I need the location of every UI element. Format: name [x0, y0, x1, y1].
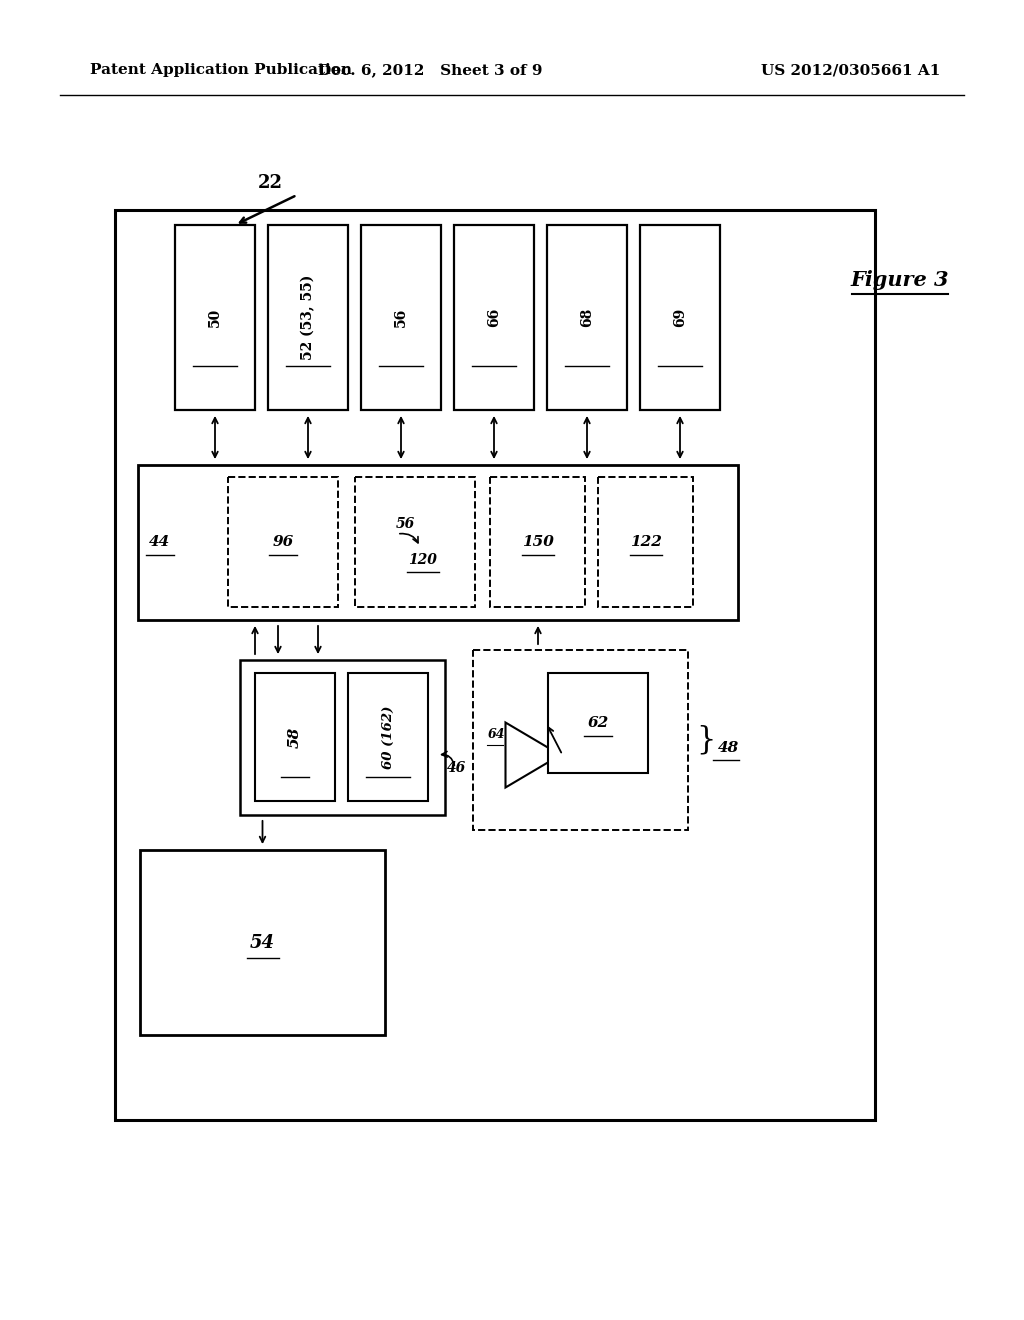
Bar: [175, 224, 255, 411]
Text: 58: 58: [288, 726, 302, 747]
Text: 56: 56: [395, 517, 415, 531]
Text: 69: 69: [673, 308, 687, 327]
Text: 44: 44: [150, 536, 171, 549]
Text: 48: 48: [718, 741, 739, 755]
Text: 54: 54: [250, 933, 275, 952]
Bar: [355, 477, 475, 607]
Text: 22: 22: [257, 174, 283, 191]
Text: Dec. 6, 2012   Sheet 3 of 9: Dec. 6, 2012 Sheet 3 of 9: [317, 63, 543, 77]
Text: Figure 3: Figure 3: [851, 271, 949, 290]
Text: US 2012/0305661 A1: US 2012/0305661 A1: [761, 63, 940, 77]
Text: 52 (53, 55): 52 (53, 55): [301, 275, 315, 360]
Text: 56: 56: [394, 308, 408, 327]
Bar: [361, 224, 441, 411]
Bar: [454, 224, 534, 411]
Text: 68: 68: [580, 308, 594, 327]
Text: Patent Application Publication: Patent Application Publication: [90, 63, 352, 77]
Text: }: }: [696, 725, 716, 755]
Text: 64: 64: [488, 729, 506, 742]
Bar: [547, 224, 627, 411]
Bar: [240, 660, 445, 814]
Bar: [268, 224, 348, 411]
Bar: [348, 673, 428, 801]
Text: 66: 66: [487, 308, 501, 327]
Bar: [598, 477, 693, 607]
Text: 122: 122: [630, 535, 662, 549]
Text: 50: 50: [208, 308, 222, 327]
Text: 60 (162): 60 (162): [382, 705, 394, 768]
Text: 46: 46: [447, 762, 466, 775]
Text: 96: 96: [272, 535, 294, 549]
Bar: [138, 465, 738, 620]
Text: 62: 62: [588, 715, 608, 730]
Bar: [473, 649, 688, 830]
Bar: [228, 477, 338, 607]
Bar: [140, 850, 385, 1035]
Bar: [115, 210, 874, 1119]
Text: 120: 120: [409, 553, 437, 568]
Text: 150: 150: [521, 535, 553, 549]
Bar: [255, 673, 335, 801]
Bar: [548, 673, 648, 774]
Bar: [490, 477, 585, 607]
Bar: [640, 224, 720, 411]
